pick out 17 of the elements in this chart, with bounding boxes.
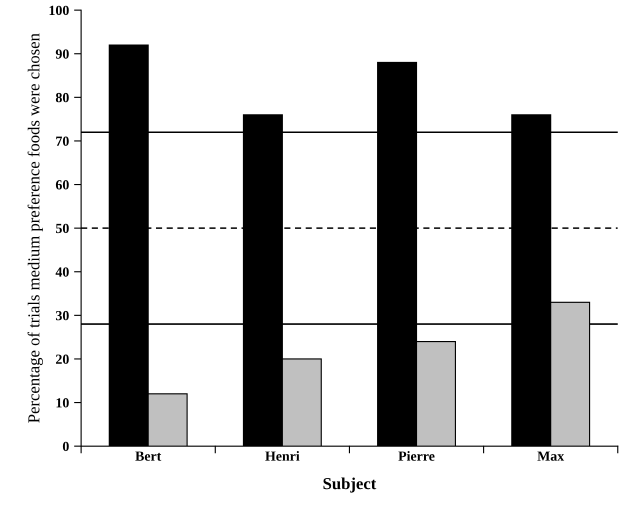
y-tick-label: 10 xyxy=(56,398,69,408)
y-tick-label: 90 xyxy=(56,49,69,59)
y-tick-label: 70 xyxy=(56,136,69,146)
y-axis-title: Percentage of trials medium preference foods were chosen xyxy=(28,33,43,423)
y-tick-label: 0 xyxy=(62,442,69,452)
y-tick-label: 20 xyxy=(56,354,69,364)
y-tick-label: 80 xyxy=(56,92,69,102)
x-tick-label: Max xyxy=(537,452,564,461)
x-tick-label: Bert xyxy=(135,452,162,461)
x-tick-label: Pierre xyxy=(398,451,435,461)
y-tick-label: 60 xyxy=(56,180,69,190)
x-tick-label: Henri xyxy=(265,451,300,461)
y-tick-label: 30 xyxy=(56,310,69,320)
y-tick-label: 50 xyxy=(56,224,69,234)
y-tick-label: 100 xyxy=(50,6,69,16)
x-axis-title: Subject xyxy=(323,478,376,493)
y-tick-label: 40 xyxy=(56,267,69,277)
